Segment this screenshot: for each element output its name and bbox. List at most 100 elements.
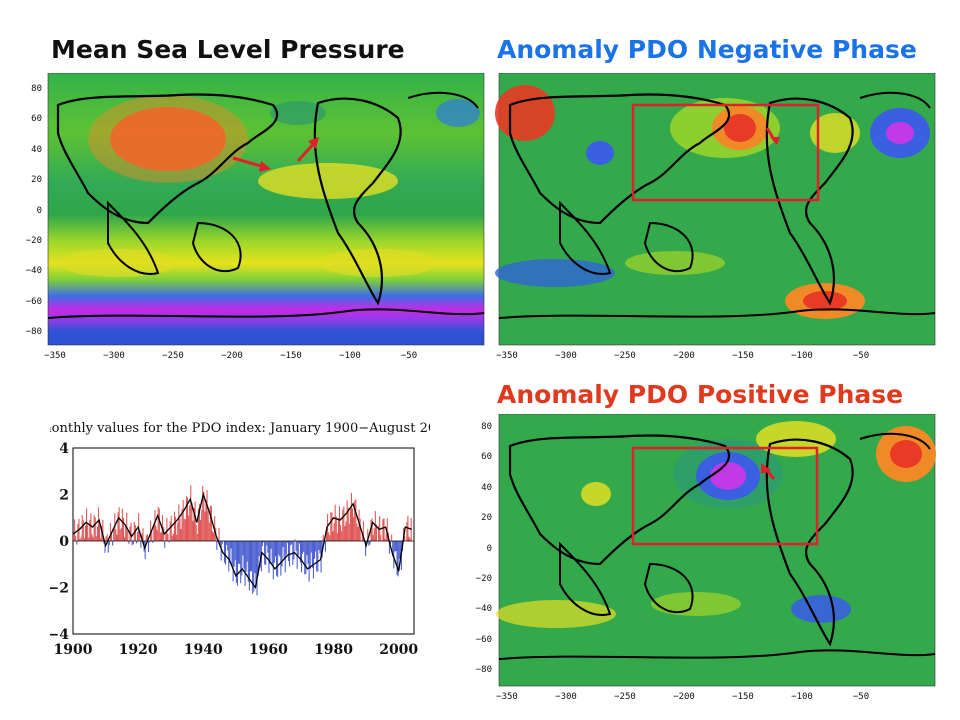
pdo-bar <box>177 522 179 541</box>
pdo-bar <box>105 536 107 541</box>
svg-text:40: 40 <box>481 483 492 493</box>
pdo-bar <box>385 533 387 541</box>
pdo-bar <box>116 534 118 541</box>
pdo-bar <box>372 534 374 541</box>
pdo-bar <box>249 541 252 572</box>
pdo-bar <box>211 531 214 541</box>
svg-text:−100: −100 <box>791 351 813 361</box>
svg-text:0: 0 <box>487 544 492 554</box>
pdo-bar <box>209 505 211 541</box>
pdo-bar <box>261 541 263 547</box>
pdo-bar <box>208 522 210 541</box>
pdo-bar <box>221 541 223 545</box>
pdo-bar <box>90 513 92 541</box>
pdo-bar <box>229 541 231 563</box>
pdo-bar <box>92 537 94 541</box>
pdo-bar <box>238 541 240 564</box>
pdo-bar <box>382 519 384 541</box>
pdo-bar <box>115 529 117 541</box>
pdo-bar <box>269 541 271 564</box>
pdo-bar <box>132 541 134 545</box>
pdo-bar <box>231 541 233 566</box>
svg-text:0: 0 <box>37 206 42 216</box>
pdo-bar <box>190 485 192 541</box>
pdo-y-tick: 2 <box>59 488 69 504</box>
pdo-bar <box>203 491 205 541</box>
positive-lat-ticks: 80 60 40 20 0 −20 −40 −60 −80 <box>476 422 492 675</box>
pdo-bar <box>390 541 392 544</box>
pdo-bar <box>342 509 344 541</box>
pdo-bar <box>383 518 385 541</box>
svg-text:60: 60 <box>31 114 42 124</box>
pdo-bar <box>359 518 361 541</box>
pdo-bar <box>404 536 406 541</box>
pdo-bar <box>258 541 260 557</box>
pdo-bar <box>188 515 190 541</box>
pdo-bar <box>386 518 388 541</box>
pdo-bar <box>153 524 155 541</box>
pdo-bar <box>362 521 364 541</box>
pdo-bar <box>86 508 88 541</box>
pdo-bar <box>280 541 282 576</box>
pdo-bar <box>81 515 83 541</box>
pdo-bar <box>282 541 284 548</box>
pdo-bar <box>95 536 97 541</box>
pdo-y-tick: 4 <box>59 441 69 457</box>
pdo-bar <box>206 490 208 541</box>
pdo-x-tick: 1900 <box>54 642 93 658</box>
pdo-bar <box>168 541 170 543</box>
pdo-bar <box>328 532 330 541</box>
pdo-bar <box>213 532 215 541</box>
pdo-bar <box>110 531 113 541</box>
pdo-bar <box>152 541 154 543</box>
pdo-bar <box>146 534 148 541</box>
svg-text:−200: −200 <box>673 692 695 702</box>
pdo-bar <box>267 541 269 553</box>
pdo-bar <box>340 525 342 541</box>
pdo-bar <box>352 508 354 541</box>
pdo-bar <box>399 541 401 559</box>
pdo-bar <box>302 541 304 554</box>
pdo-bar <box>200 520 202 541</box>
pdo-bar <box>117 512 119 541</box>
pdo-bar <box>309 541 311 569</box>
pdo-index-line <box>72 492 412 590</box>
pdo-bar <box>311 541 313 568</box>
pdo-x-tick: 2000 <box>379 642 418 658</box>
pdo-y-tick: 0 <box>59 534 69 550</box>
svg-text:−100: −100 <box>791 692 813 702</box>
pdo-bar <box>148 541 151 543</box>
pdo-bar <box>287 541 290 562</box>
pdo-bar <box>367 529 369 541</box>
pdo-bar <box>268 541 270 573</box>
pdo-bar <box>193 507 195 541</box>
pdo-bar <box>319 541 321 554</box>
pdo-bar <box>274 541 277 557</box>
pdo-bar <box>315 541 317 552</box>
pdo-bar <box>270 541 272 549</box>
pdo-bar <box>392 541 394 557</box>
pdo-bar <box>112 541 114 546</box>
pdo-bar <box>281 541 283 567</box>
svg-text:−60: −60 <box>476 635 492 645</box>
pdo-bar <box>246 541 248 562</box>
negative-phase-map-panel: −350 −300 −250 −200 −150 −100 −50 <box>495 73 940 363</box>
pdo-bar <box>175 516 177 541</box>
pdo-bar <box>316 541 318 572</box>
pdo-bar <box>331 512 333 541</box>
pdo-x-tick: 1920 <box>119 642 158 658</box>
svg-text:−80: −80 <box>26 327 42 337</box>
pdo-bar <box>180 529 182 541</box>
pdo-bar <box>94 517 96 541</box>
svg-text:−250: −250 <box>162 351 184 361</box>
mslp-map-panel: 80 60 40 20 0 −20 −40 −60 −80 −350 −300 … <box>18 73 488 363</box>
pdo-bar <box>210 506 212 541</box>
pdo-bar <box>145 535 147 541</box>
pdo-bar <box>97 507 100 541</box>
pdo-bar <box>120 527 122 541</box>
pdo-bar <box>335 516 337 541</box>
pdo-bar <box>128 541 130 544</box>
pdo-bar <box>266 541 268 546</box>
pdo-bar <box>89 519 91 541</box>
pdo-bar <box>198 503 201 541</box>
